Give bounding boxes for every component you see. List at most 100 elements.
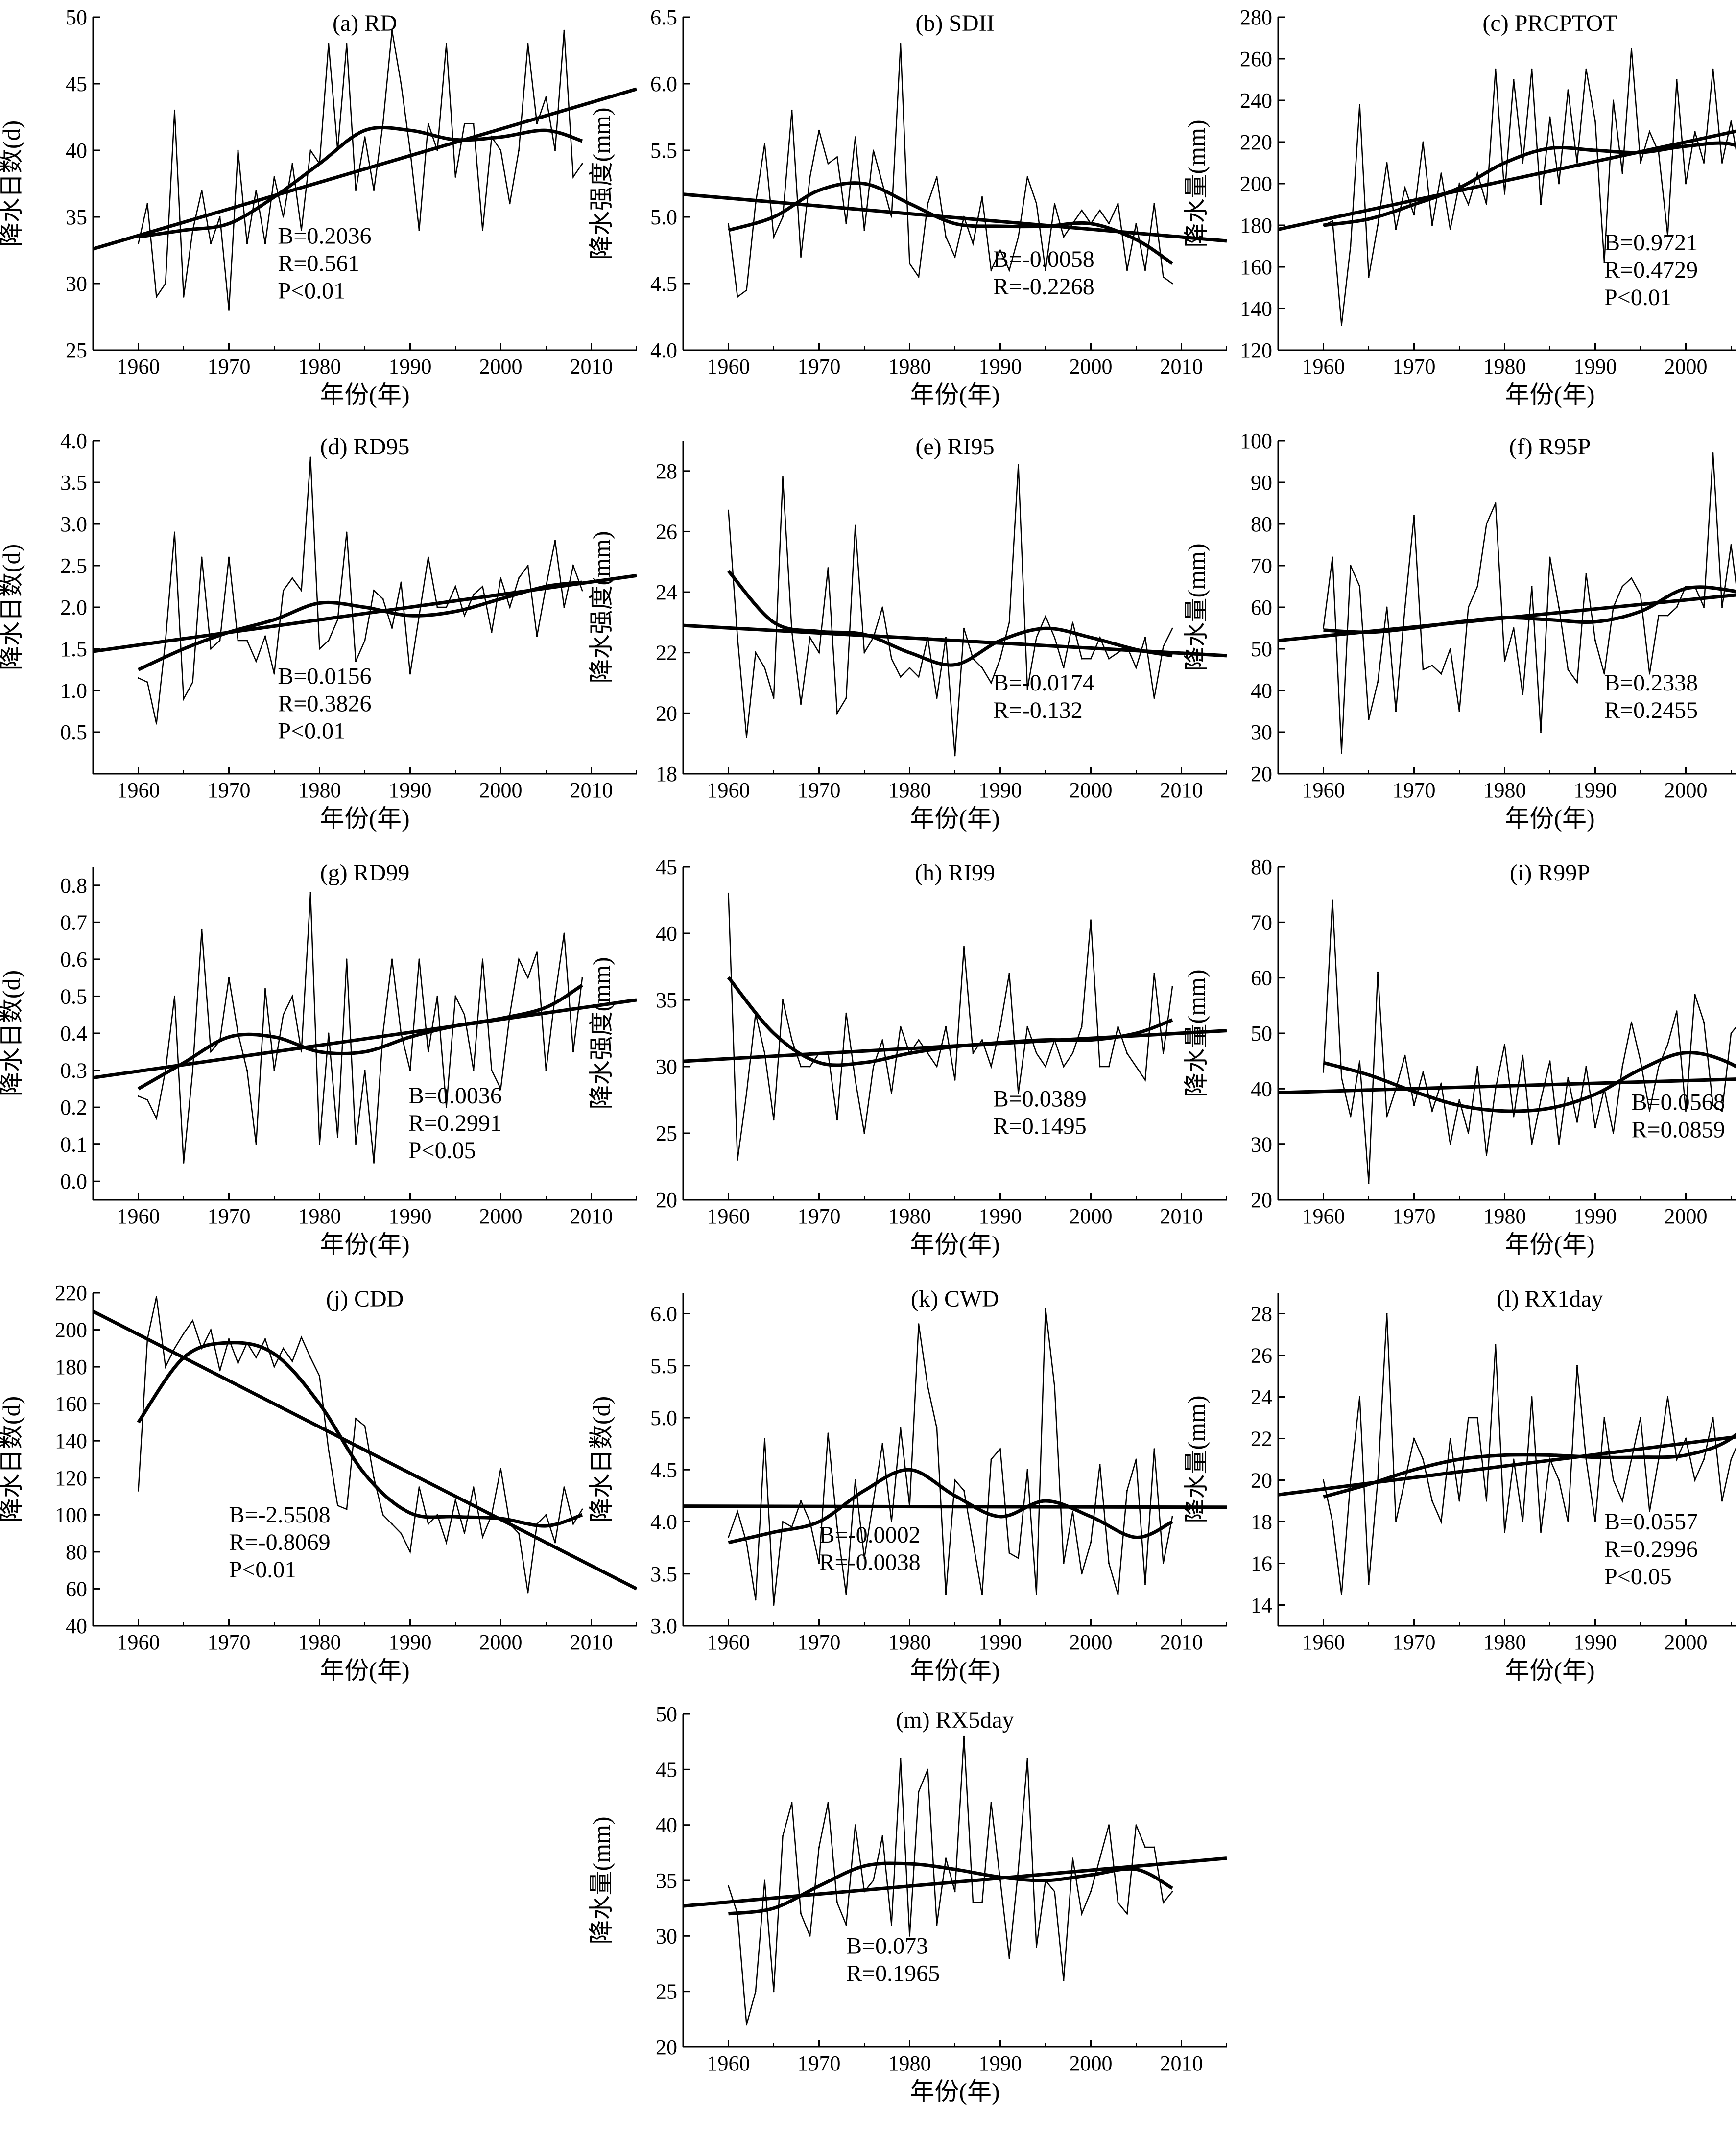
plot-area xyxy=(1278,48,1736,326)
data-point xyxy=(1730,1032,1732,1034)
data-point xyxy=(1045,616,1046,617)
data-point xyxy=(219,216,221,218)
y-tick-label: 30 xyxy=(656,1055,677,1079)
data-point xyxy=(1135,1458,1137,1460)
data-point xyxy=(963,946,965,948)
data-point xyxy=(746,1092,747,1094)
y-tick-label: 45 xyxy=(656,855,677,879)
data-point xyxy=(1359,1396,1360,1398)
x-tick-label: 1990 xyxy=(979,1630,1022,1654)
data-point xyxy=(156,1118,157,1119)
x-tick-label: 1980 xyxy=(1483,778,1526,802)
data-point xyxy=(346,1508,348,1510)
data-point xyxy=(1341,752,1342,754)
y-tick-label: 26 xyxy=(1251,1344,1272,1368)
data-point xyxy=(1072,1052,1073,1054)
data-point xyxy=(554,995,556,997)
y-tick-label: 20 xyxy=(656,2035,677,2059)
data-point xyxy=(1153,1448,1155,1450)
data-point xyxy=(192,1070,193,1071)
stat-label: R=-0.0038 xyxy=(819,1549,921,1575)
data-point xyxy=(1730,544,1732,546)
data-point xyxy=(192,681,193,683)
y-tick-label: 18 xyxy=(1251,1510,1272,1534)
data-point xyxy=(990,269,992,271)
stat-label: P<0.01 xyxy=(278,718,345,744)
plot-area xyxy=(683,43,1227,298)
data-point xyxy=(482,958,483,960)
panel-0: 1960 1970 1980 1990 2000 2010 25 30 35 40 45 50 年份(年… xyxy=(0,5,637,408)
data-point xyxy=(1567,1077,1569,1079)
data-point xyxy=(1676,606,1678,608)
data-point xyxy=(990,682,992,684)
data-point xyxy=(1117,652,1119,654)
data-point xyxy=(482,586,483,587)
data-point xyxy=(845,1594,847,1595)
x-tick-label: 1960 xyxy=(707,2051,750,2075)
data-point xyxy=(428,1051,429,1053)
data-point xyxy=(900,1025,902,1027)
data-point xyxy=(836,1526,838,1528)
data-point xyxy=(1676,1458,1678,1460)
data-point xyxy=(273,1070,275,1071)
y-tick-label: 40 xyxy=(1251,1077,1272,1101)
plot-area xyxy=(683,892,1227,1161)
data-point xyxy=(446,1542,447,1544)
data-point xyxy=(773,236,775,238)
data-point xyxy=(755,203,757,205)
data-point xyxy=(1522,1054,1523,1056)
trend-line xyxy=(683,192,1227,243)
data-point xyxy=(1440,1521,1442,1522)
x-tick-label: 1980 xyxy=(298,355,341,379)
stat-label: B=0.0156 xyxy=(278,663,371,689)
data-point xyxy=(391,627,393,629)
data-point xyxy=(319,1375,320,1377)
data-point xyxy=(1531,586,1533,587)
x-tick-label: 2010 xyxy=(1160,1630,1203,1654)
data-point xyxy=(1135,1066,1137,1068)
panel-title: (k) CWD xyxy=(911,1286,999,1312)
data-point xyxy=(927,1768,928,1770)
y-tick-label: 200 xyxy=(1240,172,1272,196)
stat-label: R=0.2991 xyxy=(408,1110,502,1136)
data-point xyxy=(1135,667,1137,669)
y-tick-label: 1.0 xyxy=(60,679,87,703)
data-point xyxy=(1703,1458,1705,1460)
data-point xyxy=(545,1514,547,1516)
stat-label: B=0.2036 xyxy=(278,223,371,249)
x-tick-label: 1960 xyxy=(117,355,160,379)
x-tick-label: 2010 xyxy=(570,778,613,802)
data-point xyxy=(954,755,956,757)
data-point xyxy=(165,1070,166,1071)
data-point xyxy=(1099,209,1101,211)
y-tick-label: 4.0 xyxy=(60,429,87,453)
data-point xyxy=(572,176,574,178)
smooth-curve xyxy=(1323,585,1736,634)
data-point xyxy=(755,1991,757,1993)
data-point xyxy=(1613,1479,1614,1481)
data-point xyxy=(1685,183,1687,185)
data-point xyxy=(782,216,784,218)
panel-12: 1960 1970 1980 1990 2000 2010 20 25 30 35 40 45 50 年份… xyxy=(588,1702,1227,2105)
y-tick-label: 70 xyxy=(1251,554,1272,578)
data-point xyxy=(264,1338,266,1340)
data-point xyxy=(1640,1417,1641,1419)
data-point xyxy=(1413,515,1415,517)
series-line xyxy=(1323,900,1736,1184)
data-point xyxy=(283,1347,284,1349)
y-axis-label: 降水量(mm) xyxy=(1183,969,1210,1097)
data-point xyxy=(1495,1344,1497,1346)
data-point xyxy=(1117,203,1119,205)
data-point xyxy=(418,1486,420,1488)
data-point xyxy=(881,606,883,608)
y-tick-label: 60 xyxy=(1251,595,1272,619)
x-tick-label: 2000 xyxy=(1070,355,1113,379)
data-point xyxy=(1045,1066,1046,1068)
data-point xyxy=(1468,204,1469,205)
y-axis-label: 降水强度(mm) xyxy=(588,957,615,1109)
data-point xyxy=(1458,1500,1460,1502)
data-point xyxy=(755,1599,757,1601)
data-point xyxy=(464,615,465,617)
plot-area xyxy=(1278,899,1736,1184)
data-point xyxy=(1368,1583,1370,1585)
